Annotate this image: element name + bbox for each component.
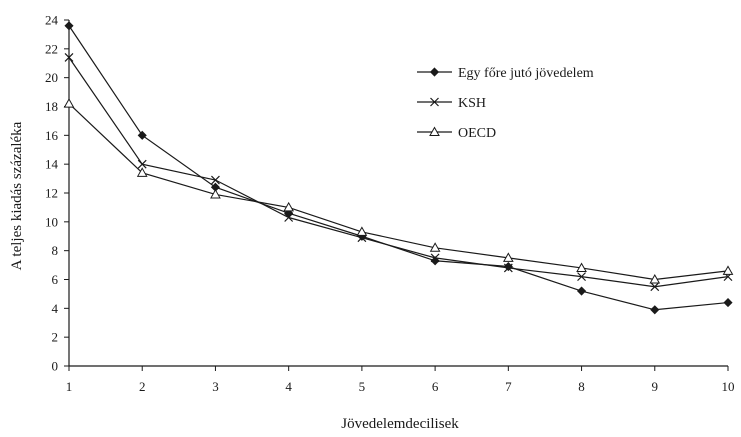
data-point-triangle	[63, 98, 75, 108]
legend-entry: KSH	[417, 96, 486, 111]
data-point-x	[577, 272, 586, 282]
y-tick-label: 24	[45, 13, 59, 28]
x-tick-label: 4	[285, 379, 292, 394]
legend-marker-diamond	[429, 67, 440, 77]
data-point-triangle	[356, 226, 368, 236]
y-tick-label: 14	[45, 157, 59, 172]
y-tick-label: 12	[45, 186, 58, 201]
data-point-diamond	[137, 130, 147, 140]
data-point-x	[430, 253, 440, 263]
x-tick-label: 3	[212, 379, 219, 394]
y-tick-label: 20	[45, 70, 58, 85]
series-x	[64, 53, 733, 292]
legend: Egy főre jutó jövedelem KSH OECD	[417, 66, 594, 141]
data-point-diamond	[503, 261, 513, 272]
y-tick-label: 8	[52, 243, 59, 258]
legend-entry: Egy főre jutó jövedelem	[417, 66, 594, 81]
data-point-triangle	[429, 242, 441, 252]
series-triangle	[63, 98, 734, 284]
x-tick-label: 7	[505, 379, 512, 394]
x-tick-label: 5	[359, 379, 366, 394]
data-point-x	[137, 159, 147, 169]
x-tick-label: 8	[578, 379, 585, 394]
y-tick-label: 2	[52, 330, 59, 345]
y-tick-label: 4	[52, 301, 59, 316]
legend-entry: OECD	[417, 126, 496, 141]
x-tick-label: 10	[722, 379, 735, 394]
data-point-x	[503, 263, 513, 273]
data-point-triangle	[283, 201, 295, 212]
data-point-x	[211, 175, 220, 185]
x-tick-label: 6	[432, 379, 439, 394]
x-axis-title: Jövedelemdecilisek	[341, 416, 459, 432]
data-point-triangle	[502, 252, 514, 262]
data-point-diamond	[64, 21, 74, 31]
legend-label: KSH	[458, 96, 486, 111]
data-point-triangle	[649, 273, 661, 284]
y-tick-label: 18	[45, 99, 58, 114]
x-tick-label: 9	[652, 379, 659, 394]
data-point-triangle	[210, 188, 221, 199]
y-axis-title: A teljes kiadás százaléka	[9, 121, 25, 270]
data-point-diamond	[650, 305, 660, 315]
data-point-diamond	[576, 286, 587, 296]
data-point-diamond	[430, 256, 440, 266]
series-layer	[63, 21, 734, 315]
series-line	[68, 25, 729, 311]
data-point-diamond	[723, 298, 733, 308]
y-tick-label: 16	[45, 128, 59, 143]
data-point-triangle	[722, 265, 734, 275]
data-point-x	[284, 213, 294, 222]
x-tick-label: 1	[66, 379, 73, 394]
axis-frame	[68, 20, 728, 367]
series-diamond	[64, 21, 733, 315]
legend-marker-x	[430, 97, 439, 107]
legend-marker-triangle	[429, 126, 440, 136]
y-tick-label: 0	[52, 359, 59, 374]
legend-label: OECD	[458, 126, 496, 141]
data-point-triangle	[136, 167, 148, 177]
y-tick-label: 10	[45, 214, 58, 229]
legend-label: Egy főre jutó jövedelem	[458, 66, 594, 81]
series-line	[68, 57, 729, 288]
series-line	[68, 103, 729, 281]
data-point-triangle	[576, 262, 587, 272]
y-tick-label: 6	[52, 272, 59, 287]
x-tick-label: 2	[139, 379, 146, 394]
data-point-x	[64, 53, 74, 62]
y-tick-label: 22	[45, 41, 58, 56]
data-point-x	[650, 282, 660, 292]
